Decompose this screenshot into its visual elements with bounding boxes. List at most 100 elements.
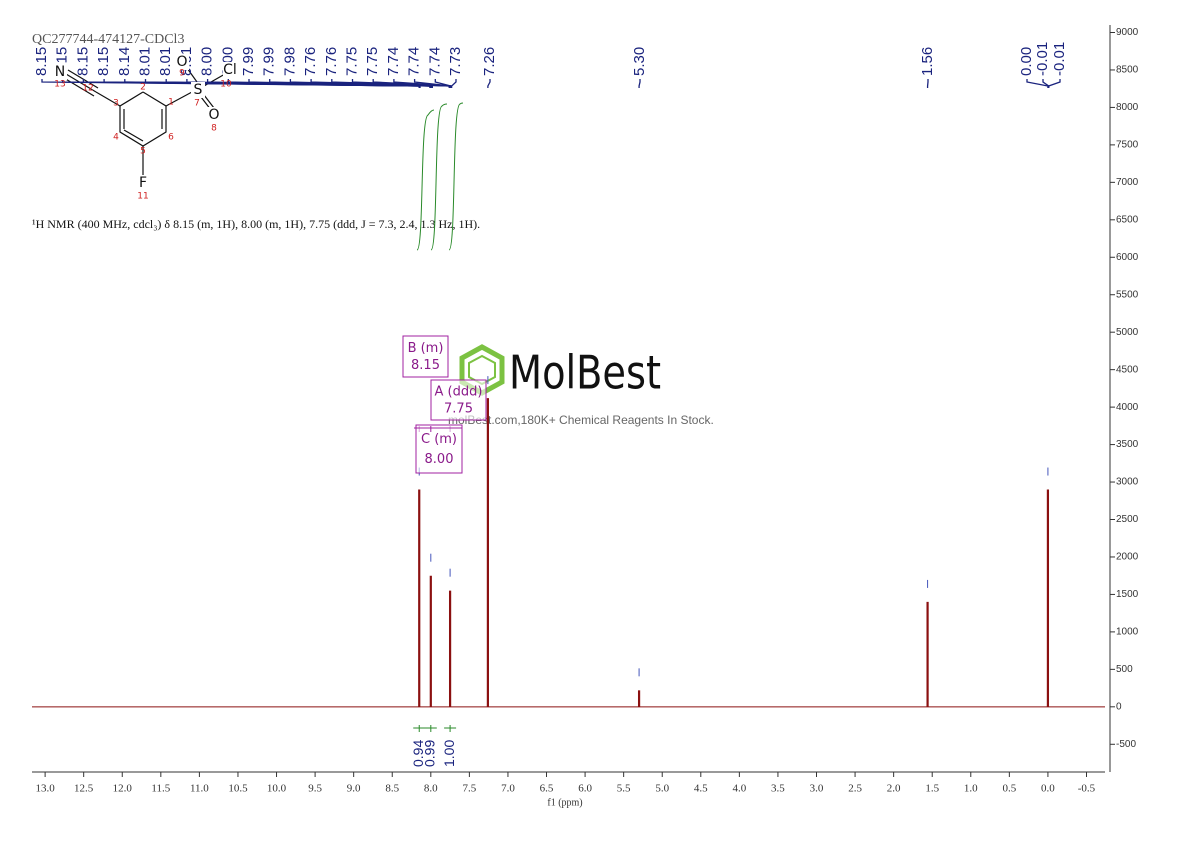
integral-label: 1.00 — [441, 740, 457, 767]
y-tick-label: 2000 — [1116, 552, 1139, 563]
x-tick-label: -0.5 — [1078, 783, 1096, 795]
y-tick-label: 6500 — [1116, 214, 1139, 225]
atom-symbol: Cl — [223, 62, 237, 78]
peak-label: -0.01 — [1034, 42, 1051, 76]
x-tick-label: 11.5 — [151, 783, 170, 795]
atom-number: 7 — [194, 99, 200, 109]
x-tick-label: 9.0 — [347, 783, 361, 795]
atom-backdrop — [223, 62, 237, 78]
peak-label: 7.76 — [323, 47, 340, 76]
x-tick-label: 4.0 — [732, 783, 746, 795]
peak-label: 7.99 — [261, 47, 278, 76]
multiplet-box: B (m) 8.15 — [402, 335, 449, 432]
atom-backdrop — [136, 175, 150, 191]
y-tick-label: 3500 — [1116, 439, 1139, 450]
y-tick-label: 1000 — [1116, 627, 1139, 638]
atom-number: 12 — [82, 84, 93, 94]
x-tick-label: 3.0 — [810, 783, 824, 795]
x-tick-label: 12.5 — [74, 783, 94, 795]
multiplet-frame — [402, 335, 449, 378]
y-tick-label: 4000 — [1116, 402, 1139, 413]
multiplet-name: B (m) — [408, 341, 444, 356]
y-tick-label: 7500 — [1116, 140, 1139, 151]
peak-label: -0.01 — [1051, 42, 1068, 76]
x-tick-label: 7.5 — [463, 783, 477, 795]
peak-label: 7.76 — [302, 47, 319, 76]
y-tick-label: 8000 — [1116, 102, 1139, 113]
peak-label: 7.99 — [240, 47, 257, 76]
x-tick-label: 5.5 — [617, 783, 631, 795]
atom-number: 5 — [140, 147, 146, 157]
peak-label: 1.56 — [919, 47, 936, 76]
x-tick-label: 7.0 — [501, 783, 515, 795]
x-tick-label: 5.0 — [655, 783, 669, 795]
chart-title: QC277744-474127-CDCl3 — [32, 32, 184, 47]
atom-number: 4 — [113, 133, 119, 143]
peak-label: 7.26 — [481, 47, 498, 76]
atom-symbol: S — [194, 82, 203, 98]
atom-backdrop — [191, 82, 205, 98]
peak-label: 7.73 — [447, 47, 464, 76]
x-tick-label: 2.5 — [848, 783, 862, 795]
y-tick-label: 500 — [1116, 664, 1133, 675]
peak-label: 8.01 — [157, 47, 174, 76]
peak-label: 8.15 — [33, 47, 50, 76]
integral-curve — [448, 102, 464, 251]
integral-label: 0.94 — [410, 740, 426, 767]
peak-label: 8.15 — [74, 47, 91, 76]
atom-number: 8 — [211, 124, 217, 134]
atom-number: 13 — [54, 80, 65, 90]
peak-label: 0.00 — [1018, 47, 1035, 76]
x-axis-label: f1 (ppm) — [547, 797, 582, 808]
multiplet-frame — [430, 379, 487, 421]
multiplet-name: A (ddd) — [435, 385, 483, 400]
integral-curves — [416, 102, 464, 251]
y-tick-label: 8500 — [1116, 65, 1139, 76]
atom-number: 10 — [220, 80, 232, 90]
integral-curve — [416, 109, 435, 251]
y-tick-label: 6000 — [1116, 252, 1139, 263]
bond — [123, 129, 144, 142]
x-tick-label: 10.5 — [228, 783, 248, 795]
x-tick-label: 6.5 — [540, 783, 554, 795]
x-tick-label: 2.0 — [887, 783, 901, 795]
atom-backdrop — [53, 64, 67, 80]
multiplet-shift: 7.75 — [444, 401, 473, 416]
peak-label-leader — [1026, 79, 1049, 88]
y-tick-label: 9000 — [1116, 27, 1139, 38]
peak-label: 5.30 — [631, 47, 648, 76]
x-tick-label: 11.0 — [190, 783, 209, 795]
peak-label: 8.00 — [199, 47, 216, 76]
peak-label: 7.75 — [343, 47, 360, 76]
peak-label-leader — [487, 79, 491, 88]
watermark: MolBest molBest.com,180K+ Chemical Reage… — [448, 344, 714, 427]
atom-number: 1 — [168, 98, 174, 108]
x-tick-label: 8.0 — [424, 783, 438, 795]
integral-curve — [430, 103, 448, 251]
watermark-brand: MolBest — [509, 346, 661, 400]
peak-label-leader — [372, 79, 451, 88]
bond — [63, 77, 95, 97]
atom-number: 11 — [137, 192, 148, 202]
peak-label-leader — [434, 79, 452, 88]
y-tick-label: 5500 — [1116, 289, 1139, 300]
atom-number: 9 — [179, 69, 185, 79]
integral-label: 0.99 — [422, 740, 438, 767]
multiplet-shift: 8.15 — [411, 358, 440, 373]
y-tick-label: 0 — [1116, 701, 1122, 712]
x-tick-label: 1.0 — [964, 783, 978, 795]
x-tick-label: 13.0 — [35, 783, 55, 795]
multiplet-name: C (m) — [421, 432, 457, 447]
y-tick-label: 1500 — [1116, 589, 1139, 600]
peak-label: 7.74 — [406, 47, 423, 76]
multiplet-box: A (ddd)7.75 — [430, 379, 487, 432]
atom-symbol: F — [139, 175, 147, 191]
y-tick-label: 5000 — [1116, 327, 1139, 338]
x-tick-label: 6.0 — [578, 783, 592, 795]
peak-label: 8.15 — [95, 47, 112, 76]
peak-label: 7.74 — [426, 47, 443, 76]
peak-label-leader — [638, 79, 641, 88]
peak-label: 7.98 — [281, 47, 298, 76]
atom-symbol: O — [208, 107, 219, 123]
